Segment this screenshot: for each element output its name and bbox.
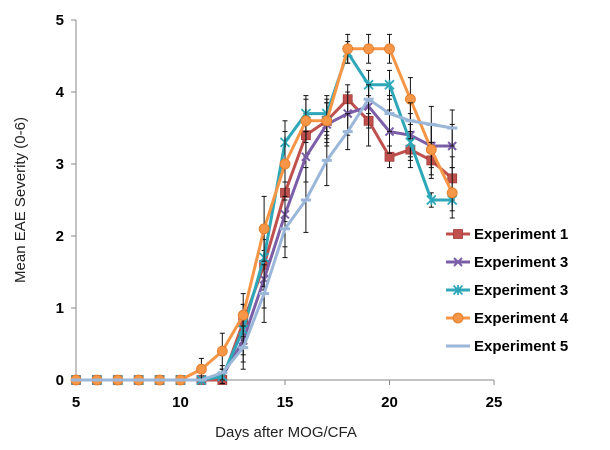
y-tick-label: 4 bbox=[56, 84, 65, 101]
marker-circle bbox=[216, 345, 228, 357]
legend-item-4: Experiment 4 bbox=[446, 310, 569, 327]
x-tick-label: 25 bbox=[486, 394, 503, 411]
legend-label: Experiment 3 bbox=[474, 282, 568, 299]
marker-circle bbox=[363, 43, 375, 55]
legend-label: Experiment 4 bbox=[474, 310, 569, 327]
x-tick-label: 15 bbox=[277, 394, 294, 411]
marker-circle bbox=[446, 187, 458, 199]
legend-marker bbox=[452, 284, 464, 296]
legend: Experiment 1 Experiment 3 Experiment 3 Expe… bbox=[446, 226, 569, 355]
data-point bbox=[426, 194, 437, 206]
legend-label: Experiment 5 bbox=[474, 338, 568, 355]
data-point bbox=[195, 363, 207, 375]
marker-circle bbox=[237, 309, 249, 321]
legend-marker bbox=[453, 257, 463, 267]
data-point bbox=[237, 309, 249, 321]
data-point bbox=[279, 158, 291, 170]
marker-star bbox=[452, 284, 464, 296]
data-point bbox=[300, 115, 312, 127]
plot-area: 5 10 15 20 25 0 1 2 3 4 5 bbox=[56, 12, 503, 411]
x-tick-label: 20 bbox=[381, 394, 398, 411]
x-tick-label: 5 bbox=[72, 394, 80, 411]
legend-item-3: Experiment 3 bbox=[446, 282, 568, 299]
marker-circle bbox=[452, 312, 464, 324]
y-tick-label: 2 bbox=[56, 228, 64, 245]
data-point bbox=[301, 152, 311, 162]
data-point bbox=[342, 43, 354, 55]
series-layer bbox=[70, 33, 458, 386]
y-tick-label: 5 bbox=[56, 12, 64, 29]
data-point bbox=[258, 223, 270, 235]
marker-star bbox=[426, 194, 437, 206]
x-axis-ticks: 5 10 15 20 25 bbox=[72, 380, 503, 411]
marker-circle bbox=[384, 43, 395, 55]
legend-marker bbox=[453, 229, 463, 239]
data-point bbox=[384, 79, 395, 90]
marker-circle bbox=[279, 158, 291, 170]
marker-star bbox=[384, 79, 395, 90]
data-point bbox=[384, 43, 395, 55]
marker-circle bbox=[258, 223, 270, 235]
series-5 bbox=[71, 84, 458, 382]
x-axis-title: Days after MOG/CFA bbox=[215, 424, 357, 441]
legend-label: Experiment 3 bbox=[474, 254, 568, 271]
data-point bbox=[321, 115, 333, 127]
data-point bbox=[425, 144, 437, 156]
x-tick-label: 10 bbox=[172, 394, 189, 411]
data-point bbox=[446, 187, 458, 199]
legend-label: Experiment 1 bbox=[474, 226, 568, 243]
legend-marker bbox=[452, 312, 464, 324]
y-tick-label: 0 bbox=[56, 372, 64, 389]
series-4 bbox=[70, 33, 458, 386]
data-point bbox=[363, 43, 375, 55]
y-axis-ticks: 0 1 2 3 4 5 bbox=[56, 12, 76, 389]
marker-circle bbox=[321, 115, 333, 127]
marker-circle bbox=[342, 43, 354, 55]
marker-circle bbox=[195, 363, 207, 375]
marker-circle bbox=[425, 144, 437, 156]
marker-x bbox=[453, 257, 463, 267]
y-tick-label: 1 bbox=[56, 300, 64, 317]
marker-x bbox=[301, 152, 311, 162]
legend-item-2: Experiment 3 bbox=[446, 254, 568, 271]
marker-circle bbox=[300, 115, 312, 127]
y-axis-title: Mean EAE Severity (0-6) bbox=[12, 117, 29, 283]
data-point bbox=[216, 345, 228, 357]
marker-square bbox=[453, 229, 463, 239]
y-tick-label: 3 bbox=[56, 156, 64, 173]
legend-item-5: Experiment 5 bbox=[446, 338, 568, 355]
legend-item-1: Experiment 1 bbox=[446, 226, 568, 243]
